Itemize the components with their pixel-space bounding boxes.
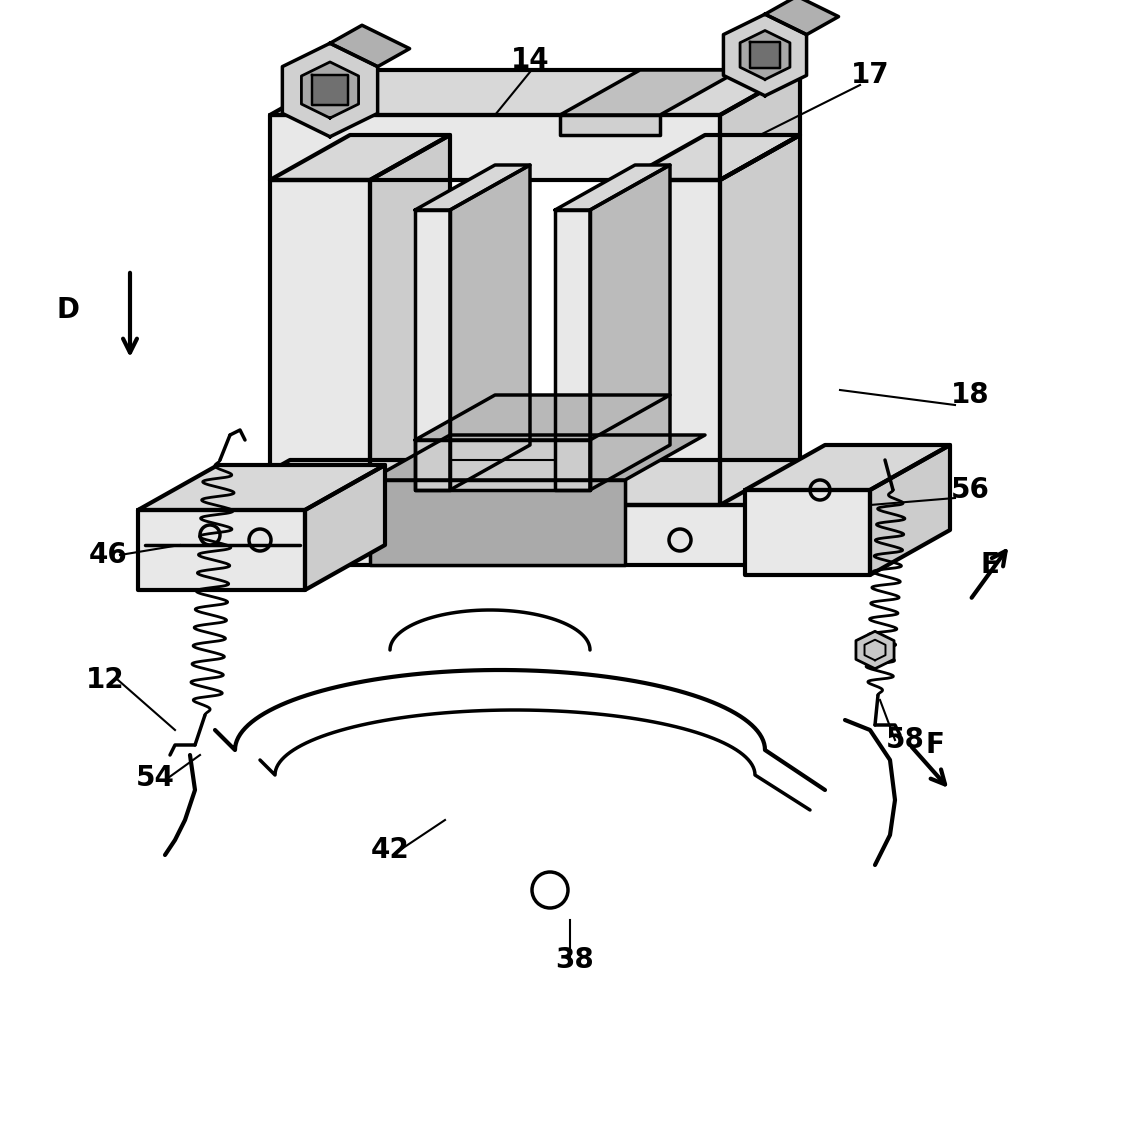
Polygon shape: [370, 480, 626, 564]
Text: 18: 18: [951, 380, 990, 409]
Text: 58: 58: [886, 726, 925, 754]
Polygon shape: [870, 445, 949, 575]
Polygon shape: [138, 510, 305, 590]
Polygon shape: [370, 435, 705, 480]
Polygon shape: [720, 70, 800, 180]
Polygon shape: [450, 165, 530, 490]
Polygon shape: [415, 395, 670, 440]
Polygon shape: [856, 631, 895, 668]
Polygon shape: [305, 465, 385, 590]
Polygon shape: [555, 210, 590, 490]
Polygon shape: [590, 165, 670, 490]
Text: 54: 54: [136, 764, 175, 793]
Text: E: E: [981, 551, 1000, 579]
Text: 42: 42: [371, 835, 409, 864]
Polygon shape: [415, 210, 450, 490]
Polygon shape: [270, 180, 370, 505]
Polygon shape: [720, 135, 800, 505]
Text: 46: 46: [89, 541, 128, 569]
Polygon shape: [723, 15, 807, 96]
Polygon shape: [765, 0, 839, 35]
Polygon shape: [270, 135, 450, 180]
Text: F: F: [926, 730, 944, 759]
Polygon shape: [785, 460, 865, 564]
Polygon shape: [750, 42, 780, 68]
Polygon shape: [415, 165, 530, 210]
Text: 56: 56: [951, 476, 990, 504]
Polygon shape: [745, 445, 949, 490]
Text: 14: 14: [511, 46, 549, 75]
Text: 12: 12: [85, 666, 124, 694]
Text: D: D: [56, 296, 80, 324]
Polygon shape: [560, 70, 740, 115]
Polygon shape: [138, 465, 385, 510]
Polygon shape: [270, 70, 800, 115]
Polygon shape: [745, 490, 870, 575]
Polygon shape: [330, 25, 409, 67]
Polygon shape: [740, 30, 790, 79]
Text: 17: 17: [851, 61, 889, 89]
Polygon shape: [560, 115, 660, 135]
Polygon shape: [302, 62, 359, 119]
Polygon shape: [210, 460, 865, 505]
Polygon shape: [555, 165, 670, 210]
Polygon shape: [282, 43, 378, 137]
Text: 38: 38: [556, 946, 594, 974]
Polygon shape: [210, 505, 785, 564]
Polygon shape: [415, 440, 590, 490]
Polygon shape: [313, 75, 348, 105]
Polygon shape: [370, 135, 450, 505]
Polygon shape: [626, 135, 800, 180]
Polygon shape: [626, 180, 720, 505]
Polygon shape: [270, 115, 720, 180]
